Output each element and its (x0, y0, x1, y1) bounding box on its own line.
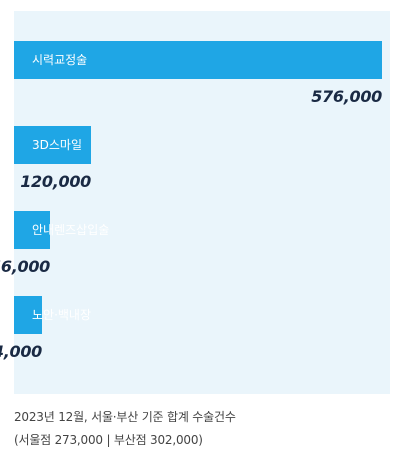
chart-panel: 시력교정술 576,000 3D스마일 120,000 안내렌즈삽입술 56,000 노안·… (0, 11, 390, 394)
chart-caption: 2023년 12월, 서울·부산 기준 합계 수술건수 (14, 410, 236, 424)
bar: 안내렌즈삽입술 (14, 211, 109, 249)
bar: 노안·백내장 (14, 296, 91, 334)
bar-category-label: 3D스마일 (32, 138, 82, 152)
bar-value-label: 576,000 (311, 87, 382, 106)
chart-caption-detail: (서울점 273,000 | 부산점 302,000) (14, 433, 203, 447)
bar-value-label: 56,000 (0, 257, 50, 276)
bar-category-label: 안내렌즈삽입술 (32, 223, 110, 237)
bar-category-label: 시력교정술 (32, 53, 88, 67)
bar-category-label: 노안·백내장 (32, 308, 92, 322)
bar: 시력교정술 (14, 41, 382, 79)
bar-value-label: 44,000 (0, 342, 42, 361)
bar-value-label: 120,000 (20, 172, 91, 191)
bar: 3D스마일 (14, 126, 91, 164)
